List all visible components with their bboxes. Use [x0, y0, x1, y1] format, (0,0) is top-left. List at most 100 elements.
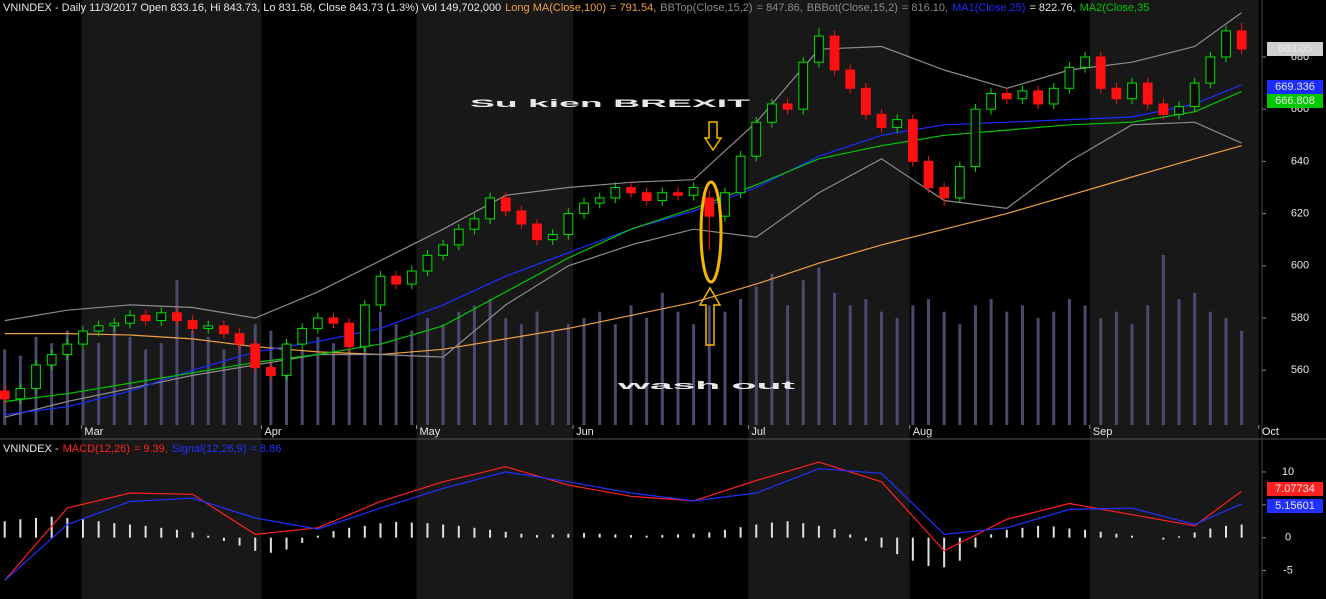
last-value-label: 666.808 [1275, 95, 1315, 107]
volume-bar [1083, 305, 1087, 425]
volume-bar [441, 324, 445, 425]
volume-bar [895, 317, 899, 425]
candle-body [172, 312, 182, 322]
candle-body [1236, 30, 1247, 50]
candle-body [860, 87, 871, 115]
last-value-box [1267, 482, 1323, 496]
candle-body [954, 166, 965, 199]
volume-bar [1240, 330, 1244, 425]
y-tick-label: 10 [1282, 466, 1294, 478]
volume-bar [973, 305, 977, 425]
last-value-label: 669.336 [1275, 81, 1315, 93]
y-tick-label: 600 [1291, 260, 1309, 272]
x-tick-label: Mar [84, 426, 103, 438]
volume-bar [551, 330, 555, 425]
candle-body [939, 186, 950, 199]
x-tick-label: Jul [751, 426, 765, 438]
legend-value: = 847.86, [757, 2, 803, 14]
volume-bar [1146, 305, 1150, 425]
candle-body [422, 254, 433, 272]
legend-entry: Signal(12,26,9) [172, 443, 247, 455]
candle-body [1111, 87, 1122, 100]
volume-bar [488, 299, 492, 425]
volume-bar [676, 311, 680, 425]
volume-bar [1161, 255, 1165, 425]
candle-body [312, 317, 323, 329]
volume-bar [519, 324, 523, 425]
legend-entry: BBBot(Close,15,2) [807, 2, 898, 14]
indicator-line [4, 121, 1242, 418]
candle-body [845, 69, 856, 89]
indicator-line [4, 461, 1242, 581]
last-value-box [1267, 42, 1323, 57]
volume-bar [1114, 311, 1118, 425]
volume-bar [582, 317, 586, 425]
plot-layer: Mar Apr May Jun Jul Aug Sep Oct 560 580 600 620 640 6… [0, 2, 1323, 581]
candle-body [1205, 56, 1216, 84]
volume-bar [754, 286, 758, 425]
candle-body [78, 330, 88, 345]
x-tick-label: Sep [1093, 426, 1113, 438]
annotation-brexit: Su kien BREXIT [470, 98, 751, 110]
indicator-line [4, 90, 1242, 403]
candle-body [391, 275, 402, 285]
volume-bar [864, 299, 868, 425]
legend-value: = 9.39, [134, 443, 168, 455]
candle-body [923, 160, 934, 188]
candle-body [344, 322, 355, 348]
up-arrow [698, 286, 722, 346]
volume-bar [1020, 305, 1024, 425]
last-value-box [1267, 80, 1323, 94]
last-value-box [1267, 499, 1323, 513]
y-tick-label: 640 [1291, 155, 1309, 167]
volume-bar [1208, 311, 1212, 425]
legend-value: = 816.10, [902, 2, 948, 14]
legend-entry: BBTop(Close,15,2) [660, 2, 752, 14]
volume-bar [911, 305, 915, 425]
header-prefix: VNINDEX - Daily 11/3/2017 Open 833.16, H… [3, 2, 501, 14]
volume-bar [739, 299, 743, 425]
month-bands [81, 0, 1259, 599]
y-tick-label: 620 [1291, 207, 1309, 219]
annotation-wash-out: wash out [614, 380, 796, 392]
volume-bar [410, 330, 414, 425]
candle-body [1127, 82, 1137, 100]
volume-bar [926, 299, 930, 425]
indicator-line [4, 468, 1242, 581]
volume-bar [942, 311, 946, 425]
legend-value: = 822.76, [1029, 2, 1075, 14]
volume-bar [801, 280, 805, 425]
candle-body [892, 119, 903, 128]
volume-bar [128, 336, 132, 425]
y-tick-label: -5 [1283, 564, 1293, 576]
candle-body [516, 210, 527, 225]
y-tick-label: 580 [1291, 312, 1309, 324]
volume-bar [378, 311, 382, 425]
candle-body [767, 103, 777, 123]
volume-bar [97, 343, 101, 425]
candle-body [563, 213, 574, 235]
volume-bar [707, 305, 711, 425]
x-tick-label: Jun [576, 426, 594, 438]
candle-body [140, 314, 151, 322]
candle-body [297, 327, 308, 345]
legend-entry: MA1(Close,25) [952, 2, 1025, 14]
volume-bar [848, 305, 852, 425]
candle-body [1033, 90, 1043, 105]
volume-bar [723, 311, 727, 425]
volume-bar [65, 330, 69, 425]
candle-body [673, 192, 683, 196]
candle-body [359, 304, 370, 348]
volume-bar [817, 267, 821, 425]
last-value-label: 683.05 [1278, 43, 1312, 55]
candle-body [829, 35, 840, 71]
volume-bar [1067, 299, 1071, 425]
x-tick-label: Oct [1262, 426, 1279, 438]
volume-bar [1036, 317, 1040, 425]
candle-body [453, 228, 464, 246]
x-tick-label: Apr [264, 426, 281, 438]
last-value-label: 5.15601 [1275, 500, 1315, 512]
volume-bar [1130, 324, 1134, 425]
candle-body [594, 197, 605, 204]
